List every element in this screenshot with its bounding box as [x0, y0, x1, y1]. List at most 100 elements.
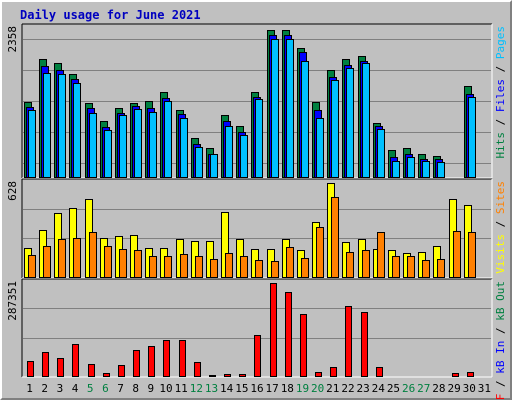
bar-sites-day-20 [316, 227, 324, 278]
bar-pages-day-9 [149, 112, 157, 178]
bar-pages-day-1 [28, 110, 36, 178]
series-label-part: kB Out [494, 281, 507, 321]
bar-kb-f-day-9 [148, 346, 155, 377]
bar-pages-day-25 [392, 161, 400, 178]
bar-kb-f-day-11 [179, 340, 186, 377]
bar-pages-day-8 [134, 109, 142, 178]
bar-pages-day-6 [104, 130, 112, 178]
bar-sites-day-27 [422, 260, 430, 278]
x-tick-label-day-8: 8 [132, 382, 139, 395]
bar-kb-f-day-18 [285, 292, 292, 377]
x-tick-label-day-19: 19 [296, 382, 309, 395]
bar-pages-day-24 [377, 129, 385, 178]
bar-pages-day-16 [255, 99, 263, 178]
y-max-label-bottom: 287351 [6, 281, 19, 321]
bar-kb-f-day-12 [194, 362, 201, 377]
series-label-part: kB F [494, 394, 507, 400]
bar-sites-day-8 [134, 250, 142, 278]
y-axis-labels: 2358 628 287351 [6, 26, 19, 321]
series-label-middle: Visits / Sites [494, 181, 507, 274]
bar-sites-day-1 [28, 255, 36, 278]
bar-pages-day-22 [346, 68, 354, 178]
x-tick-label-day-31: 31 [478, 382, 491, 395]
series-label-part: Sites [494, 181, 507, 214]
bar-pages-day-14 [225, 126, 233, 178]
bar-sites-day-21 [331, 197, 339, 278]
x-axis-labels: 1 2 3 4 5 6 7 8 9 10 11 12 13 14 15 16 17 18 19 20 21 22 23 24 2… [26, 382, 491, 395]
bar-sites-day-23 [362, 250, 370, 278]
x-tick-label-day-27: 27 [417, 382, 430, 395]
bar-pages-day-19 [301, 61, 309, 178]
bar-kb-f-day-17 [270, 283, 277, 377]
x-tick-label-day-14: 14 [220, 382, 234, 395]
bar-sites-day-6 [104, 246, 112, 278]
series-label-part: / [494, 321, 507, 341]
series-label-part: / [494, 214, 507, 234]
x-tick-label-day-10: 10 [159, 382, 172, 395]
bar-sites-day-26 [407, 256, 415, 278]
bar-sites-day-28 [437, 259, 445, 278]
bar-kb-f-day-21 [330, 367, 337, 377]
bar-pages-day-23 [362, 63, 370, 178]
bar-kb-f-day-8 [133, 350, 140, 377]
x-tick-label-day-7: 7 [117, 382, 124, 395]
bar-pages-day-10 [164, 101, 172, 178]
bar-pages-day-18 [286, 39, 294, 178]
x-tick-label-day-5: 5 [87, 382, 94, 395]
x-tick-label-day-24: 24 [372, 382, 386, 395]
bar-sites-day-3 [58, 239, 66, 278]
bar-kb-f-day-4 [72, 344, 79, 377]
bar-pages-day-11 [180, 118, 188, 178]
bar-pages-day-2 [43, 73, 51, 178]
bar-sites-day-30 [468, 232, 476, 278]
x-tick-label-day-18: 18 [281, 382, 294, 395]
bar-sites-day-2 [43, 246, 51, 278]
x-tick-label-day-23: 23 [357, 382, 370, 395]
x-tick-label-day-12: 12 [190, 382, 203, 395]
bar-pages-day-5 [89, 113, 97, 178]
bar-pages-day-13 [210, 154, 218, 178]
bar-kb-f-day-1 [27, 361, 34, 377]
y-max-label-middle: 628 [6, 181, 19, 201]
bar-pages-day-15 [240, 135, 248, 178]
bar-sites-day-22 [346, 252, 354, 278]
bar-kb-f-day-13 [209, 375, 216, 377]
bar-sites-day-16 [255, 260, 263, 278]
bar-kb-f-day-23 [361, 312, 368, 377]
bar-pages-day-28 [437, 162, 445, 178]
bar-kb-f-day-24 [376, 367, 383, 377]
bar-sites-day-24 [377, 232, 385, 278]
bar-sites-day-5 [89, 232, 97, 278]
bar-kb-f-day-20 [315, 372, 322, 377]
bar-pages-day-4 [73, 83, 81, 178]
bar-sites-day-9 [149, 256, 157, 278]
bar-sites-day-17 [271, 261, 279, 278]
bar-pages-day-20 [316, 118, 324, 178]
bar-kb-f-day-30 [467, 372, 474, 377]
chart-bars [24, 30, 476, 377]
x-tick-label-day-26: 26 [402, 382, 415, 395]
x-tick-label-day-21: 21 [326, 382, 339, 395]
series-label-part: Files [494, 79, 507, 112]
bar-sites-day-15 [240, 256, 248, 278]
bar-kb-f-day-15 [239, 374, 246, 377]
bar-pages-day-3 [58, 74, 66, 178]
bar-sites-day-29 [453, 231, 461, 278]
x-tick-label-day-1: 1 [26, 382, 33, 395]
bar-pages-day-12 [195, 147, 203, 178]
bar-kb-f-day-22 [345, 306, 352, 377]
x-tick-label-day-2: 2 [41, 382, 48, 395]
series-label-part: / [494, 112, 507, 132]
x-tick-label-day-28: 28 [432, 382, 445, 395]
x-tick-label-day-9: 9 [148, 382, 155, 395]
bar-kb-f-day-10 [163, 340, 170, 377]
series-label-part: / [494, 374, 507, 394]
x-tick-label-day-20: 20 [311, 382, 324, 395]
bar-kb-f-day-16 [254, 335, 261, 377]
series-label-part: kB In [494, 341, 507, 374]
x-tick-label-day-11: 11 [175, 382, 188, 395]
bar-sites-day-11 [180, 254, 188, 278]
bar-kb-f-day-7 [118, 365, 125, 377]
series-label-part: Visits [494, 234, 507, 274]
x-tick-label-day-30: 30 [463, 382, 476, 395]
